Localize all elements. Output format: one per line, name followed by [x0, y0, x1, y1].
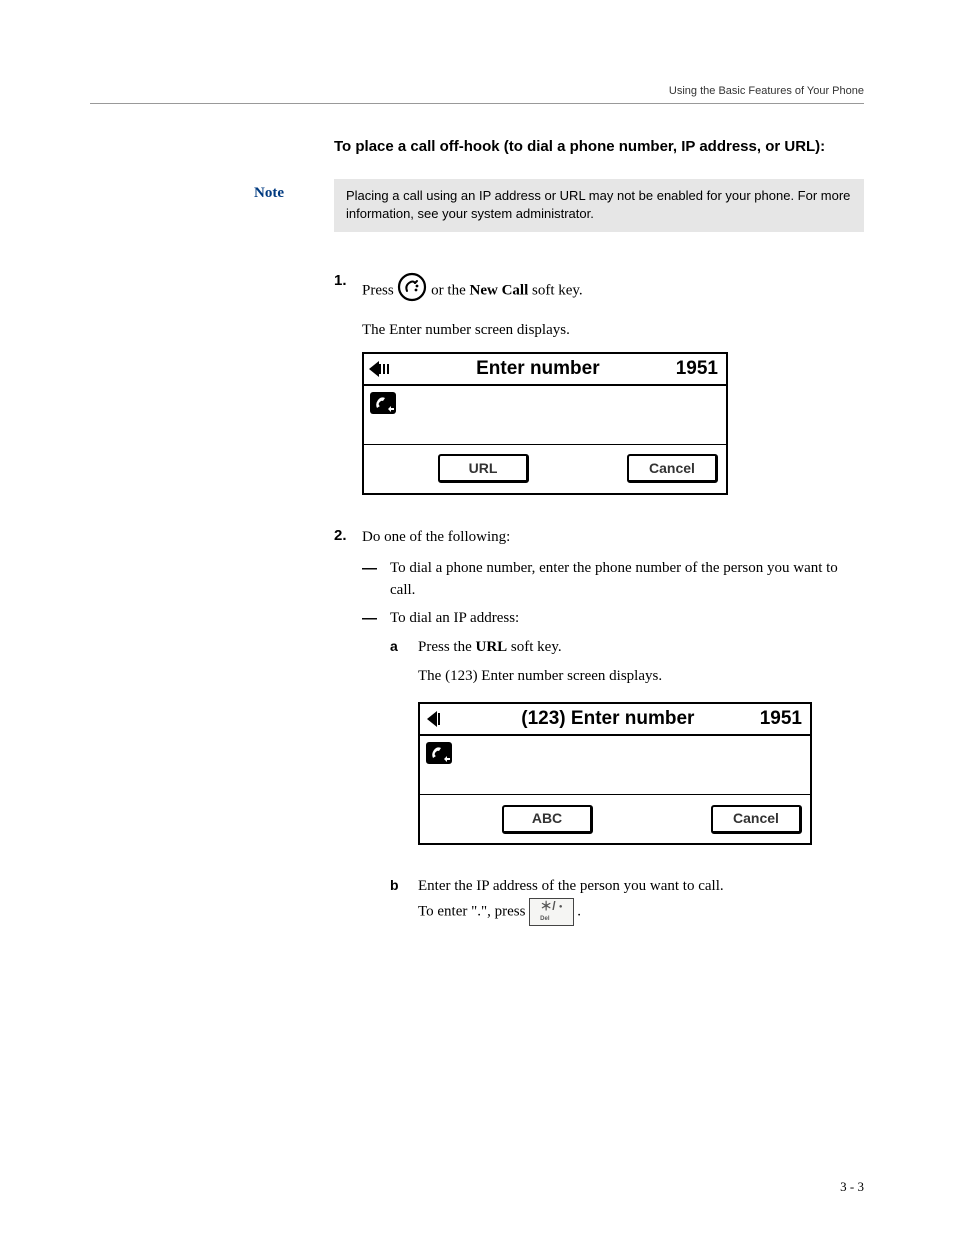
phone-screen-body — [364, 386, 726, 445]
step-2-item-ipaddress: — To dial an IP address: a Press the URL… — [362, 608, 864, 927]
phone-screen-2-title: (123) Enter number — [456, 704, 760, 733]
substep-b-line2-pre: To enter ".", press — [418, 904, 529, 920]
step-1-body: Press or the New Call soft key. — [362, 272, 728, 519]
step-2-body: Do one of the following: — To dial a pho… — [362, 527, 864, 927]
speakerphone-key-icon — [397, 272, 427, 310]
phone-screen-title: Enter number — [400, 355, 676, 383]
header-rule — [90, 103, 864, 104]
step-1-text-c: soft key. — [532, 282, 583, 298]
step-1-number: 1. — [334, 272, 362, 519]
handset-icon — [426, 742, 452, 771]
substep-b-body: Enter the IP address of the person you w… — [418, 875, 724, 926]
running-head: Using the Basic Features of Your Phone — [90, 85, 864, 97]
step-2-item-phonenumber-text: To dial a phone number, enter the phone … — [390, 558, 864, 602]
note-block: Note Placing a call using an IP address … — [254, 179, 864, 232]
substep-a-line2: The (123) Enter number screen displays. — [418, 668, 662, 684]
phone-screen-2-softkeys: ABC Cancel — [420, 795, 810, 843]
softkey-cancel[interactable]: Cancel — [627, 454, 718, 483]
dash-icon: — — [362, 558, 390, 602]
phone-screen-2-extension: 1951 — [760, 704, 810, 733]
substep-a-pre: Press the — [418, 639, 476, 655]
substep-b-line1: Enter the IP address of the person you w… — [418, 878, 724, 894]
step-2: 2. Do one of the following: — To dial a … — [334, 527, 864, 927]
step-1: 1. Press or the New Call — [334, 272, 864, 519]
softkey-url[interactable]: URL — [438, 454, 529, 483]
phone-screen-enter-number: Enter number 1951 — [362, 352, 728, 495]
section-title: To place a call off-hook (to dial a phon… — [334, 138, 864, 155]
step-2-item-ipaddress-body: To dial an IP address: a Press the URL s… — [390, 608, 812, 927]
step-2-number: 2. — [334, 527, 362, 927]
phone-screen-header: Enter number 1951 — [364, 354, 726, 386]
step-1-text-b: or the — [431, 282, 469, 298]
phone-screen-2-body — [420, 736, 810, 795]
page: Using the Basic Features of Your Phone T… — [0, 0, 954, 1235]
substep-b: b Enter the IP address of the person you… — [390, 875, 812, 926]
substep-b-line2-post: . — [577, 904, 581, 920]
softkey-cancel[interactable]: Cancel — [711, 805, 802, 834]
substep-a-post: soft key. — [507, 639, 561, 655]
content-column: To place a call off-hook (to dial a phon… — [334, 138, 864, 926]
handset-icon — [370, 392, 396, 421]
star-dot-key-icon: ＊/ ●Del — [529, 898, 573, 926]
speaker-arrow-icon — [364, 359, 400, 379]
step-2-sublist: — To dial a phone number, enter the phon… — [362, 558, 864, 926]
dash-icon: — — [362, 608, 390, 927]
substep-a-mark: a — [390, 636, 418, 870]
phone-screen-softkeys: URL Cancel — [364, 445, 726, 493]
step-2-item-phonenumber: — To dial a phone number, enter the phon… — [362, 558, 864, 602]
note-label: Note — [254, 179, 334, 232]
substep-a: a Press the URL soft key. The (123) Ente… — [390, 636, 812, 870]
substep-a-body: Press the URL soft key. The (123) Enter … — [418, 636, 812, 870]
phone-screen-123-enter-number: (123) Enter number 1951 — [418, 702, 812, 845]
step-2-item-ipaddress-text: To dial an IP address: — [390, 610, 519, 626]
step-1-text-a: Press — [362, 282, 397, 298]
step-1-bold-newcall: New Call — [470, 282, 529, 298]
substep-b-mark: b — [390, 875, 418, 926]
phone-screen-2-header: (123) Enter number 1951 — [420, 704, 810, 736]
substep-a-bold-url: URL — [476, 639, 508, 655]
page-number: 3 - 3 — [840, 1179, 864, 1195]
step-1-line2: The Enter number screen displays. — [362, 320, 728, 342]
softkey-abc[interactable]: ABC — [502, 805, 593, 834]
step-2-intro: Do one of the following: — [362, 527, 864, 549]
note-text: Placing a call using an IP address or UR… — [334, 179, 864, 232]
phone-screen-extension: 1951 — [676, 355, 726, 383]
speaker-arrow-icon — [420, 709, 456, 729]
